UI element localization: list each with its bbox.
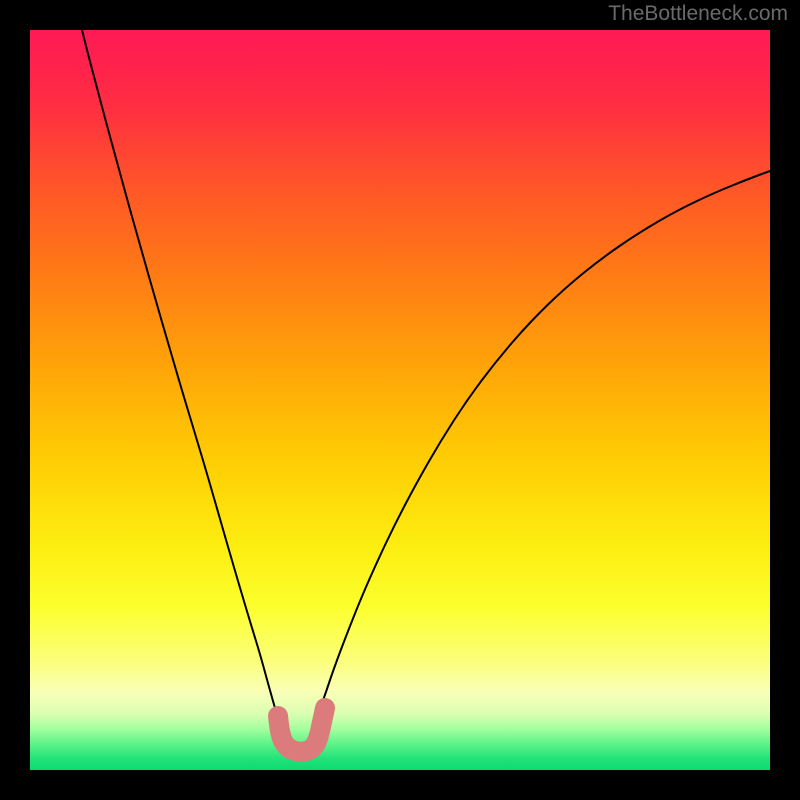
curves-overlay xyxy=(30,30,770,770)
notch-mark xyxy=(278,708,325,752)
watermark-text: TheBottleneck.com xyxy=(608,2,788,26)
curve-right-branch xyxy=(314,171,770,726)
curve-left-branch xyxy=(82,30,280,726)
plot-area xyxy=(30,30,770,770)
